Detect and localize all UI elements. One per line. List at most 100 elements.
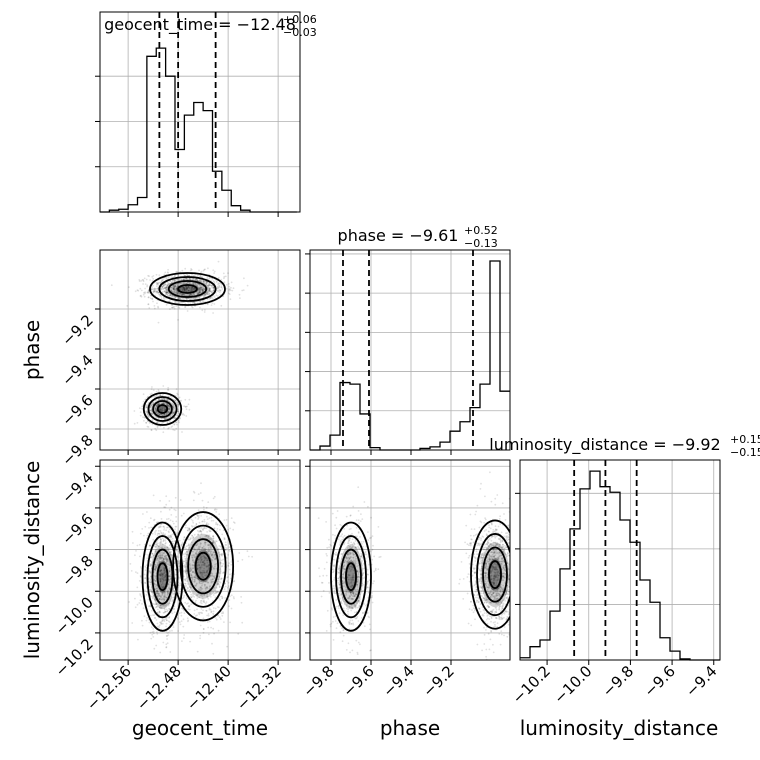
scatter-geocent-time-vs-phase-point <box>184 306 186 308</box>
scatter-geocent-time-vs-luminosity-distance-point <box>170 553 173 556</box>
scatter-geocent-time-vs-phase-point <box>162 431 165 434</box>
scatter-geocent-time-vs-phase-point <box>198 284 201 286</box>
scatter-geocent-time-vs-phase-point <box>158 398 160 401</box>
scatter-geocent-time-vs-phase-point <box>192 282 195 285</box>
scatter-geocent-time-vs-phase-point <box>179 282 182 284</box>
scatter-geocent-time-vs-phase-point <box>181 278 184 281</box>
scatter-geocent-time-vs-phase-point <box>217 282 220 285</box>
scatter-geocent-time-vs-phase-point <box>202 269 205 272</box>
scatter-geocent-time-vs-phase-point <box>201 289 203 292</box>
scatter-geocent-time-vs-luminosity-distance-point <box>169 538 172 541</box>
scatter-geocent-time-vs-luminosity-distance-point <box>144 577 146 579</box>
scatter-geocent-time-vs-luminosity-distance-point <box>212 610 215 613</box>
scatter-geocent-time-vs-phase-point <box>183 294 186 296</box>
scatter-geocent-time-vs-phase-point <box>177 297 180 300</box>
scatter-geocent-time-vs-luminosity-distance-point <box>193 613 196 615</box>
scatter-geocent-time-vs-luminosity-distance-point <box>141 619 143 622</box>
scatter-geocent-time-vs-phase-point <box>210 292 213 294</box>
scatter-geocent-time-vs-luminosity-distance-point <box>148 527 150 529</box>
scatter-geocent-time-vs-phase-point <box>159 410 162 412</box>
scatter-geocent-time-vs-phase-point <box>167 411 170 414</box>
scatter-geocent-time-vs-luminosity-distance-point <box>188 604 191 607</box>
scatter-geocent-time-vs-luminosity-distance-point <box>152 632 155 635</box>
scatter-phase-vs-luminosity-distance-xtick-label: −9.4 <box>379 662 417 700</box>
scatter-geocent-time-vs-phase-point <box>162 385 165 387</box>
scatter-geocent-time-vs-luminosity-distance-point <box>180 611 183 614</box>
scatter-geocent-time-vs-phase-point <box>197 292 200 294</box>
scatter-geocent-time-vs-phase-point <box>173 285 176 288</box>
scatter-geocent-time-vs-luminosity-distance-point <box>172 533 174 536</box>
scatter-geocent-time-vs-luminosity-distance-point <box>163 527 166 529</box>
scatter-geocent-time-vs-phase-point <box>169 280 172 282</box>
scatter-geocent-time-vs-phase-point <box>183 278 186 281</box>
scatter-geocent-time-vs-luminosity-distance-point <box>152 538 155 541</box>
scatter-geocent-time-vs-phase-point <box>198 283 201 286</box>
scatter-geocent-time-vs-phase-point <box>201 289 204 291</box>
scatter-geocent-time-vs-luminosity-distance-point <box>139 576 142 578</box>
scatter-geocent-time-vs-phase-point <box>110 284 113 287</box>
scatter-geocent-time-vs-phase-point <box>142 416 144 418</box>
scatter-geocent-time-vs-phase-point <box>173 287 175 290</box>
scatter-geocent-time-vs-luminosity-distance-point <box>226 580 229 582</box>
scatter-geocent-time-vs-phase-point <box>174 285 177 288</box>
scatter-geocent-time-vs-luminosity-distance-point <box>141 624 144 627</box>
scatter-geocent-time-vs-phase-point <box>164 291 167 294</box>
scatter-geocent-time-vs-phase-point <box>188 290 190 293</box>
scatter-geocent-time-vs-phase-point <box>188 408 191 411</box>
scatter-phase-vs-luminosity-distance-point <box>351 619 354 622</box>
scatter-geocent-time-vs-phase-point <box>168 405 171 408</box>
scatter-geocent-time-vs-phase-point <box>183 287 186 290</box>
scatter-geocent-time-vs-luminosity-distance-point <box>158 533 161 535</box>
scatter-geocent-time-vs-phase-point <box>212 287 214 289</box>
scatter-geocent-time-vs-phase-point <box>190 297 193 300</box>
scatter-geocent-time-vs-phase-point <box>175 285 178 288</box>
scatter-geocent-time-vs-phase-point <box>167 292 170 295</box>
scatter-geocent-time-vs-phase-point <box>187 301 190 304</box>
scatter-geocent-time-vs-luminosity-distance-point <box>195 614 197 617</box>
scatter-geocent-time-vs-phase-point <box>146 284 149 287</box>
scatter-geocent-time-vs-phase-point <box>166 291 168 294</box>
scatter-geocent-time-vs-phase-point <box>170 290 173 292</box>
scatter-geocent-time-vs-phase-point <box>212 280 215 282</box>
scatter-geocent-time-vs-phase-point <box>212 286 215 289</box>
scatter-geocent-time-vs-phase-point <box>172 428 175 431</box>
scatter-geocent-time-vs-phase-point <box>184 290 186 292</box>
scatter-geocent-time-vs-phase-point <box>144 283 147 285</box>
scatter-geocent-time-vs-phase-point <box>198 269 200 272</box>
scatter-geocent-time-vs-phase-point <box>180 286 183 289</box>
scatter-phase-vs-luminosity-distance-point <box>328 546 330 549</box>
scatter-geocent-time-vs-phase-point <box>184 286 187 288</box>
scatter-geocent-time-vs-luminosity-distance-point <box>170 514 173 516</box>
scatter-geocent-time-vs-phase-point <box>178 396 181 399</box>
scatter-geocent-time-vs-phase-point <box>163 409 166 412</box>
scatter-geocent-time-vs-phase-point <box>228 289 231 292</box>
scatter-geocent-time-vs-phase-point <box>146 404 149 406</box>
scatter-geocent-time-vs-phase-point <box>178 306 181 309</box>
scatter-geocent-time-vs-phase-point <box>182 278 185 281</box>
scatter-geocent-time-vs-luminosity-distance-point <box>227 565 230 567</box>
scatter-geocent-time-vs-luminosity-distance-point <box>151 555 153 558</box>
scatter-geocent-time-vs-luminosity-distance-point <box>156 631 158 634</box>
scatter-geocent-time-vs-phase-point <box>208 289 211 292</box>
scatter-geocent-time-vs-phase-point <box>173 285 176 288</box>
scatter-geocent-time-vs-phase-point <box>202 287 205 290</box>
scatter-geocent-time-vs-luminosity-distance-point <box>193 609 196 612</box>
scatter-geocent-time-vs-phase-point <box>220 284 223 286</box>
scatter-geocent-time-vs-phase-point <box>172 288 175 291</box>
scatter-geocent-time-vs-luminosity-distance-point <box>179 546 181 549</box>
scatter-geocent-time-vs-phase-point <box>209 276 211 279</box>
scatter-phase-vs-luminosity-distance-point <box>368 623 371 626</box>
scatter-geocent-time-vs-luminosity-distance-point <box>156 633 159 635</box>
scatter-geocent-time-vs-phase-point <box>189 290 192 293</box>
scatter-geocent-time-vs-phase-point <box>153 305 156 307</box>
scatter-geocent-time-vs-phase-point <box>199 288 202 290</box>
scatter-geocent-time-vs-phase-point <box>167 268 170 271</box>
scatter-geocent-time-vs-phase-point <box>183 274 186 277</box>
scatter-geocent-time-vs-phase-point <box>173 286 176 288</box>
scatter-geocent-time-vs-phase-point <box>184 302 187 305</box>
scatter-geocent-time-vs-phase-point <box>171 296 173 299</box>
scatter-geocent-time-vs-phase-point <box>203 294 205 297</box>
scatter-phase-vs-luminosity-distance-point <box>329 625 332 628</box>
scatter-geocent-time-vs-luminosity-distance-point <box>152 494 155 497</box>
scatter-geocent-time-vs-phase-point <box>154 288 157 291</box>
